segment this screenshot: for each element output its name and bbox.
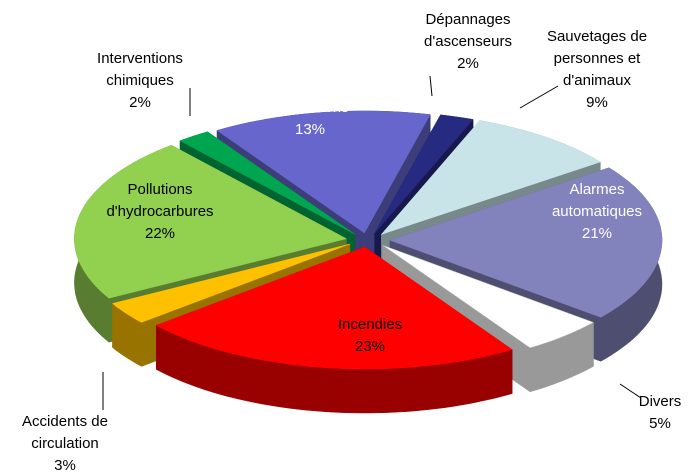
label-line: Interventions: [97, 50, 183, 67]
value-label: 9%: [586, 94, 608, 111]
slice-top: [155, 246, 513, 370]
category-label: Incendies: [338, 316, 402, 333]
label-line: d'ascenseurs: [424, 33, 512, 50]
value-label: 22%: [145, 225, 175, 242]
leader-line: [619, 383, 642, 399]
value-label: 2%: [457, 55, 479, 72]
leader-line: [429, 75, 433, 97]
slice-top: [380, 120, 601, 235]
label-line: Alarmes: [569, 181, 624, 198]
category-label: Pollutions d'hydrocarbures: [106, 181, 213, 220]
label-line: Dépannages: [425, 11, 510, 28]
label-line: Pollutions: [127, 181, 192, 198]
category-label: Alarmes automatiques: [552, 181, 642, 220]
value-label: 13%: [295, 121, 325, 138]
slice-top: [74, 145, 348, 299]
label-line: Divers: [639, 393, 682, 410]
value-label: 21%: [582, 225, 612, 242]
slice-top: [389, 167, 663, 318]
category-label: Interventions chimiques: [97, 50, 183, 89]
label-line: d'animaux: [563, 72, 631, 89]
label-line: Incendies: [338, 316, 402, 333]
category-label: Inondations: [271, 99, 349, 116]
label-line: circulation: [31, 435, 99, 452]
value-label: 23%: [355, 338, 385, 355]
slice: [155, 246, 513, 414]
label-line: d'hydrocarbures: [106, 203, 213, 220]
slice-top: [374, 114, 474, 234]
value-label: 5%: [649, 415, 671, 432]
value-label: 2%: [129, 94, 151, 111]
label-line: Inondations: [271, 99, 349, 116]
label-line: chimiques: [106, 72, 174, 89]
category-label: Dépannages d'ascenseurs: [424, 11, 512, 50]
category-label: Divers: [639, 393, 682, 410]
category-label: Accidents de circulation: [22, 413, 108, 452]
slice-top: [111, 243, 350, 323]
label-line: automatiques: [552, 203, 642, 220]
leader-line: [519, 85, 559, 109]
value-label: 3%: [54, 457, 76, 472]
slice-top: [179, 131, 356, 235]
label-line: Sauvetages de: [547, 28, 647, 45]
category-label: Sauvetages de personnes et d'animaux: [547, 28, 647, 89]
slice-top: [382, 245, 595, 349]
label-line: Accidents de: [22, 413, 108, 430]
slice-top: [216, 110, 431, 234]
label-line: personnes et: [554, 50, 642, 67]
